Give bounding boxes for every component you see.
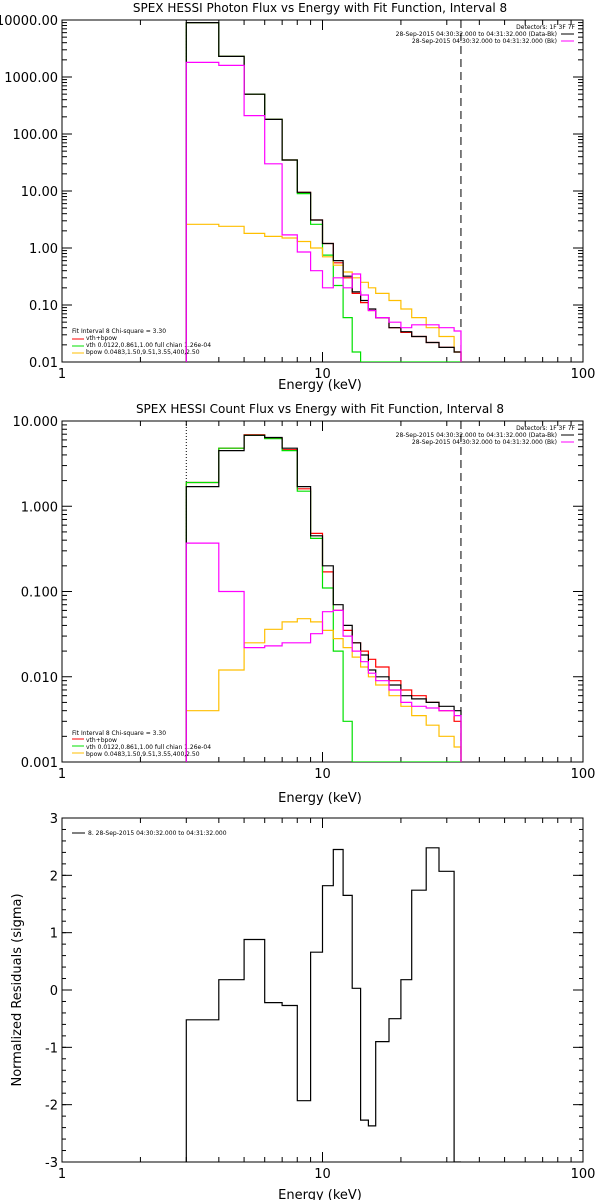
panel1-xlabel: Energy (keV) bbox=[278, 378, 362, 393]
count-flux-panel: SPEX HESSI Count Flux vs Energy with Fit… bbox=[72, 402, 576, 806]
panel2-fit-header: Fit Interval 8 Chi-square = 3.30 bbox=[72, 730, 166, 737]
panel2-xtick-label: 100 bbox=[571, 767, 596, 782]
panel1-plot: 1 10 100 0.01 0.10 1.00 10.00 100.00 1000.00 1000… bbox=[0, 14, 595, 382]
panel3-ytick-label: -3 bbox=[45, 1156, 58, 1171]
panel1-xtick-label: 10 bbox=[314, 367, 331, 382]
panel3-series-8-28-sep-2015-04-30-32-000-to-04-31-32-000 bbox=[185, 847, 461, 1162]
panel3-ytick-label: -2 bbox=[45, 1099, 58, 1114]
residuals-panel: Energy (keV) Normalized Residuals (sigma… bbox=[10, 830, 362, 1200]
panel2-ytick-label: 10.000 bbox=[13, 415, 59, 430]
panel3-ytick-label: 1 bbox=[50, 927, 58, 942]
panel1-legend-bpow: bpow 0.0483,1.50,9.51,3.55,400,2.50 bbox=[86, 349, 200, 356]
panel3-xtick-label: 10 bbox=[314, 1167, 331, 1182]
panel2-series-bpow bbox=[185, 618, 462, 762]
panel1-title: SPEX HESSI Photon Flux vs Energy with Fi… bbox=[133, 1, 507, 15]
panel2-info-bk: 28-Sep-2015 04:30:32.000 to 04:31:32.000… bbox=[412, 439, 557, 446]
panel2-plot: 1 10 100 0.001 0.010 0.100 1.000 10.000 bbox=[13, 415, 596, 782]
panel2-legend-vth: vth 0.0122,0.861,1.00 full chian 1.26e-0… bbox=[86, 744, 211, 751]
panel1-series-bk bbox=[185, 61, 462, 362]
panel2-ytick-label: 0.001 bbox=[21, 756, 58, 771]
panel2-detectors: Detectors: 1F 3F 7F bbox=[516, 425, 575, 432]
panel3-ytick-label: 3 bbox=[50, 812, 58, 827]
panel2-title: SPEX HESSI Count Flux vs Energy with Fit… bbox=[136, 402, 504, 416]
panel2-legend-bpow: bpow 0.0483,1.50,9.51,3.55,400,2.50 bbox=[86, 751, 200, 758]
panel1-ytick-label: 0.01 bbox=[29, 356, 58, 371]
panel3-ytick-label: 0 bbox=[50, 984, 58, 999]
panel2-series-bk bbox=[185, 542, 462, 762]
panel1-ytick-label: 10000.00 bbox=[0, 14, 58, 29]
panel2-ytick-label: 0.100 bbox=[21, 586, 58, 601]
panel1-xtick-label: 100 bbox=[571, 367, 596, 382]
panel2-series-group bbox=[185, 434, 462, 762]
panel1-legend-vth: vth 0.0122,0.861,1.00 full chian 1.26e-0… bbox=[86, 342, 211, 349]
panel3-xtick-label: 1 bbox=[58, 1167, 66, 1182]
panel1-detectors: Detectors: 1F 3F 7F bbox=[516, 24, 575, 31]
panel3-ytick-label: 2 bbox=[50, 869, 58, 884]
panel1-fit-header: Fit Interval 8 Chi-square = 3.30 bbox=[72, 328, 166, 335]
panel3-ylabel: Normalized Residuals (sigma) bbox=[10, 893, 25, 1086]
panel3-plot: 1 10 100 -3 -2 -1 0 1 2 3 bbox=[45, 812, 595, 1182]
panel1-legend-total: vth+bpow bbox=[86, 335, 117, 342]
panel1-ytick-label: 1.00 bbox=[29, 242, 58, 257]
panel1-ytick-label: 10.00 bbox=[21, 185, 58, 200]
panel1-info-bk: 28-Sep-2015 04:30:32.000 to 04:31:32.000… bbox=[412, 38, 557, 45]
panel1-xtick-label: 1 bbox=[58, 367, 66, 382]
panel1-ytick-label: 0.10 bbox=[29, 299, 58, 314]
panel2-legend-total: vth+bpow bbox=[86, 737, 117, 744]
panel2-xlabel: Energy (keV) bbox=[278, 791, 362, 806]
panel2-xtick-label: 1 bbox=[58, 767, 66, 782]
panel2-series-data-bk bbox=[185, 434, 462, 762]
panel2-info-data-bk: 28-Sep-2015 04:30:32.000 to 04:31:32.000… bbox=[396, 432, 557, 439]
panel3-legend: 8. 28-Sep-2015 04:30:32.000 to 04:31:32.… bbox=[88, 830, 227, 837]
panel2-xtick-label: 10 bbox=[314, 767, 331, 782]
panel1-ytick-label: 1000.00 bbox=[4, 71, 58, 86]
panel3-xlabel: Energy (keV) bbox=[278, 1188, 362, 1200]
panel2-ytick-label: 1.000 bbox=[21, 500, 58, 515]
panel3-ytick-label: -1 bbox=[45, 1041, 58, 1056]
panel1-info-data-bk: 28-Sep-2015 04:30:32.000 to 04:31:32.000… bbox=[396, 31, 557, 38]
panel3-xtick-label: 100 bbox=[571, 1167, 596, 1182]
panel3-series-group bbox=[185, 847, 461, 1162]
panel2-ytick-label: 0.010 bbox=[21, 671, 58, 686]
panel1-series-group bbox=[185, 22, 462, 362]
panel1-ytick-label: 100.00 bbox=[13, 128, 59, 143]
photon-flux-panel: SPEX HESSI Photon Flux vs Energy with Fi… bbox=[72, 1, 576, 393]
